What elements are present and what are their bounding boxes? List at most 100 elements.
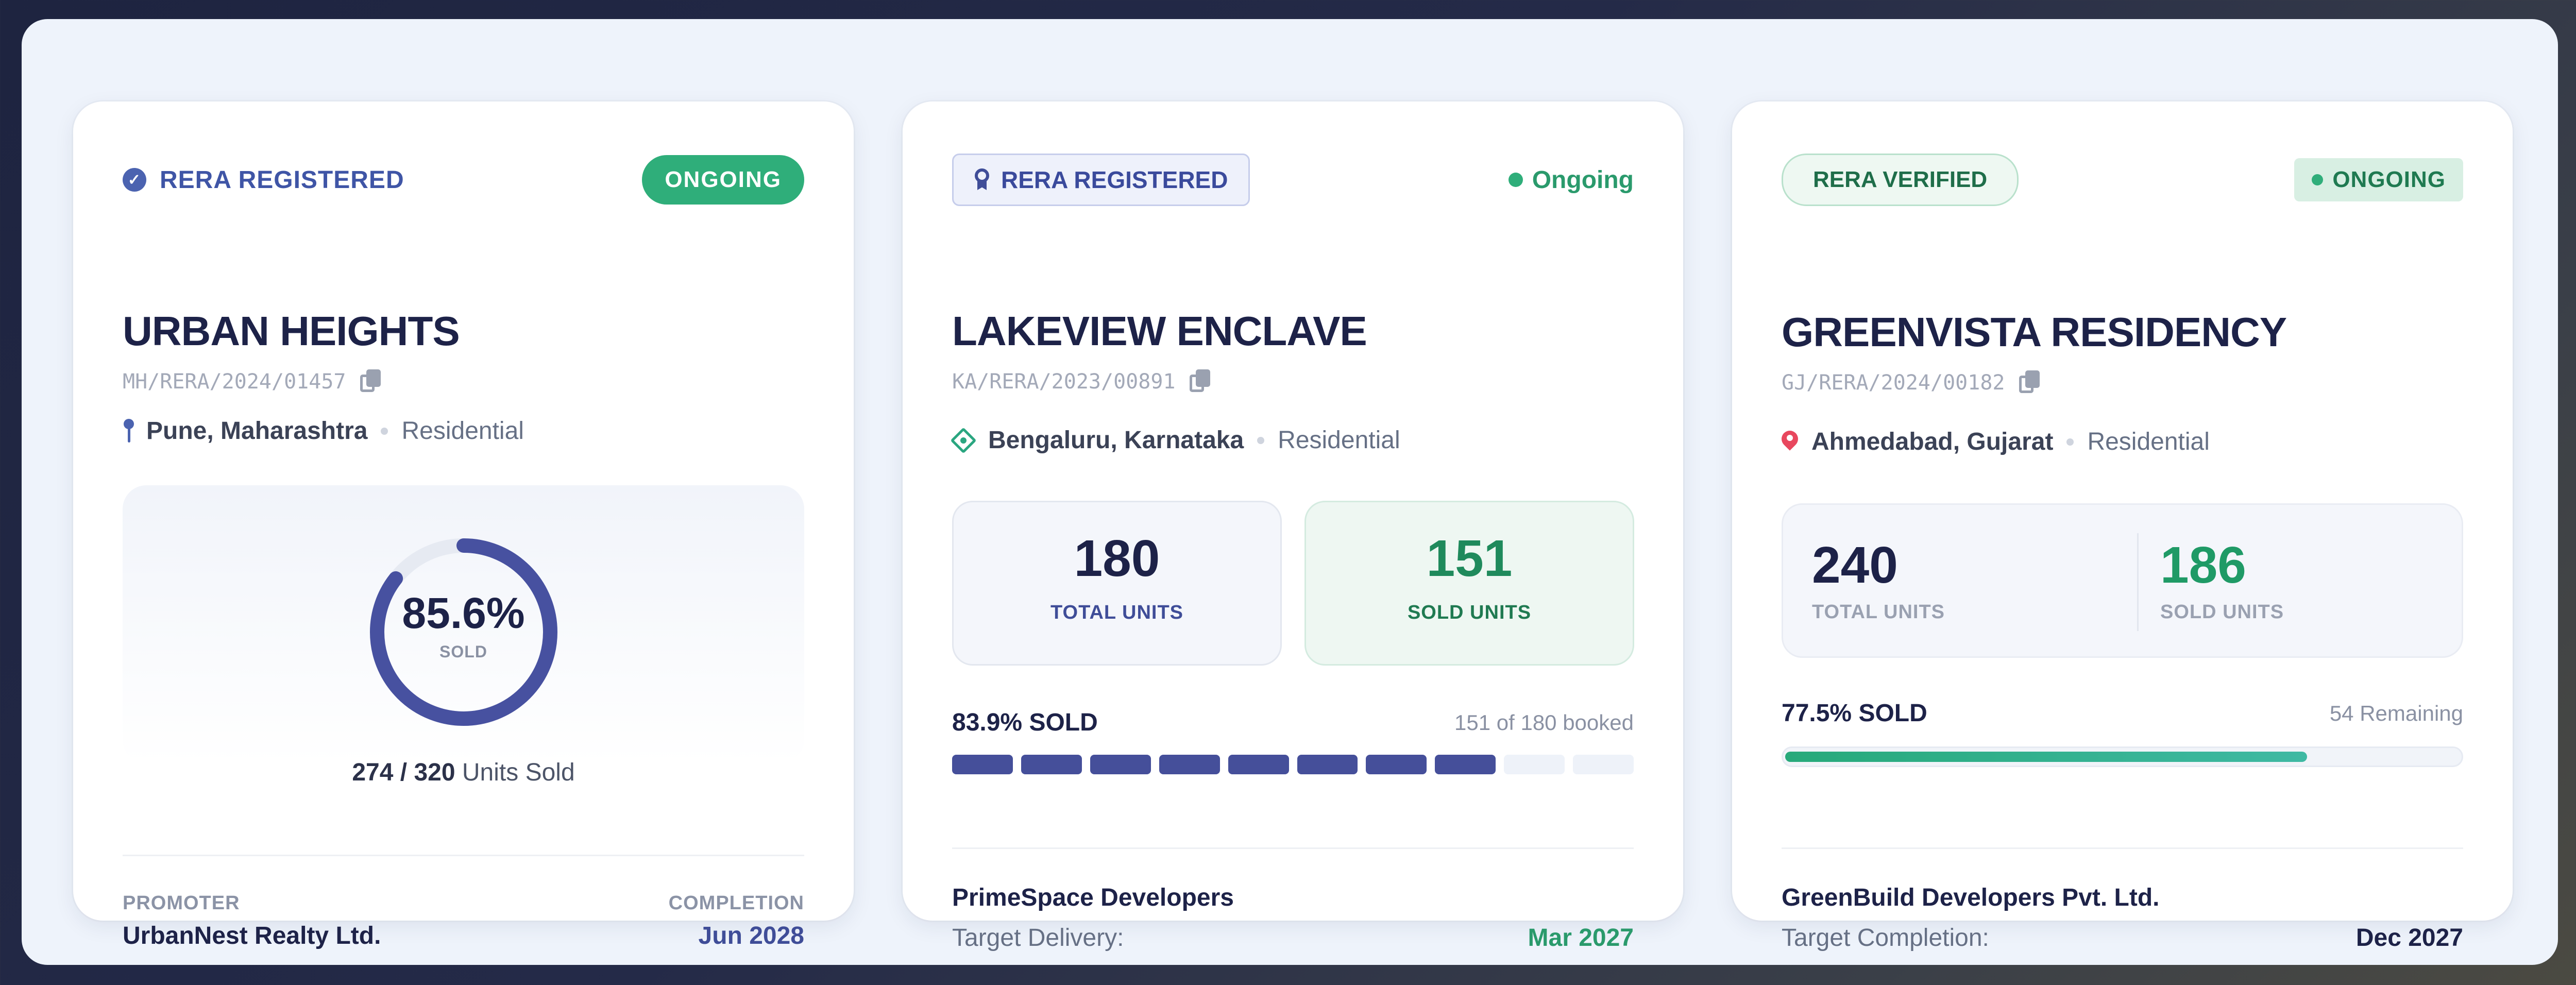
total-units-value: 240 xyxy=(1812,536,1898,594)
status-dot-icon xyxy=(1508,173,1523,187)
rera-code: MH/RERA/2024/01457 xyxy=(123,369,382,394)
progress-segment xyxy=(1228,755,1289,774)
location-city: Ahmedabad, Gujarat xyxy=(1811,428,2054,455)
total-units-label: TOTAL UNITS xyxy=(1812,601,1945,623)
status-badge: Ongoing xyxy=(1508,166,1634,194)
award-icon xyxy=(974,168,990,191)
sold-progress-fill xyxy=(1785,752,2307,762)
progress-segment xyxy=(1090,755,1151,774)
delivery-date: Mar 2027 xyxy=(1528,924,1634,952)
map-pin-icon xyxy=(123,418,134,444)
rera-code: GJ/RERA/2024/00182 xyxy=(1782,370,2041,395)
rera-label: RERA REGISTERED xyxy=(160,166,404,194)
copy-icon[interactable] xyxy=(1190,369,1211,394)
project-title: URBAN HEIGHTS xyxy=(123,308,460,354)
units-stats-box: 240 TOTAL UNITS 186 SOLD UNITS xyxy=(1782,503,2463,658)
rera-label: RERA REGISTERED xyxy=(1001,166,1228,193)
separator-dot xyxy=(2066,438,2074,446)
copy-icon[interactable] xyxy=(2019,370,2041,395)
location-row: Pune, Maharashtra Residential xyxy=(123,417,524,445)
segmented-progress xyxy=(952,755,1634,774)
progress-segment xyxy=(1504,755,1565,774)
separator-dot xyxy=(381,427,388,435)
sold-progress-bar xyxy=(1782,746,2463,767)
total-units-box: 180 TOTAL UNITS xyxy=(952,501,1282,666)
promoter-name: UrbanNest Realty Ltd. xyxy=(123,922,381,949)
location-city: Bengaluru, Karnataka xyxy=(988,427,1244,454)
sold-percent-text: 83.9% SOLD xyxy=(952,709,1098,736)
location-row: Bengaluru, Karnataka Residential xyxy=(952,426,1400,454)
completion-date: Dec 2027 xyxy=(2355,924,2463,952)
card-header: RERA VERIFIED ONGOING xyxy=(1782,149,2463,211)
project-card-greenvista-residency[interactable]: RERA VERIFIED ONGOING GREENVISTA RESIDEN… xyxy=(1732,101,2513,952)
status-badge: ONGOING xyxy=(642,155,804,205)
sold-units-value: 151 xyxy=(1426,530,1513,587)
completion-date: Jun 2028 xyxy=(698,922,804,949)
card-header: RERA REGISTERED Ongoing xyxy=(952,149,1634,211)
divider xyxy=(1782,847,2463,849)
sold-label: SOLD xyxy=(439,642,487,661)
remaining-text: 54 Remaining xyxy=(2329,701,2463,725)
completion-block: COMPLETION Jun 2028 xyxy=(669,892,804,950)
location-city: Pune, Maharashtra xyxy=(146,417,368,445)
sold-percent: 85.6% xyxy=(402,589,525,637)
delivery-label: Target Delivery: xyxy=(952,924,1124,952)
booked-text: 151 of 180 booked xyxy=(1454,710,1634,735)
promoter-block: PROMOTER UrbanNest Realty Ltd. xyxy=(123,892,381,950)
rera-badge: ✓ RERA REGISTERED xyxy=(123,166,404,194)
map-pin-icon xyxy=(1782,431,1798,453)
property-type: Residential xyxy=(2087,428,2210,455)
stat-separator xyxy=(2137,533,2139,631)
rera-badge: RERA VERIFIED xyxy=(1782,154,2019,206)
developer-name: GreenBuild Developers Pvt. Ltd. xyxy=(1782,884,2160,911)
rera-code: KA/RERA/2023/00891 xyxy=(952,369,1211,394)
sold-units-stat: 186 SOLD UNITS xyxy=(2160,536,2284,623)
completion-label: Target Completion: xyxy=(1782,924,1989,952)
progress-segment xyxy=(1435,755,1496,774)
location-target-icon xyxy=(952,429,975,452)
progress-segment xyxy=(1159,755,1220,774)
copy-icon[interactable] xyxy=(360,369,382,394)
property-type: Residential xyxy=(1278,427,1400,454)
progress-segment xyxy=(1573,755,1634,774)
property-type: Residential xyxy=(401,417,524,445)
divider xyxy=(952,847,1634,849)
check-icon: ✓ xyxy=(123,168,146,192)
divider xyxy=(123,855,804,856)
units-sold-text: 274 / 320 Units Sold xyxy=(73,758,854,787)
separator-dot xyxy=(1257,436,1265,444)
status-dot-icon xyxy=(2312,174,2324,185)
completion-label: COMPLETION xyxy=(668,892,804,914)
project-card-lakeview-enclave[interactable]: RERA REGISTERED Ongoing LAKEVIEW ENCLAVE… xyxy=(903,101,1683,952)
sold-units-value: 186 xyxy=(2160,536,2246,594)
developer-name: PrimeSpace Developers xyxy=(952,884,1234,911)
sold-units-box: 151 SOLD UNITS xyxy=(1304,501,1634,666)
project-card-urban-heights[interactable]: ✓ RERA REGISTERED ONGOING URBAN HEIGHTS … xyxy=(73,101,854,949)
progress-segment xyxy=(1021,755,1082,774)
sold-units-label: SOLD UNITS xyxy=(2160,601,2284,623)
total-units-stat: 240 TOTAL UNITS xyxy=(1812,536,1945,623)
status-text: ONGOING xyxy=(2332,167,2446,192)
project-title: LAKEVIEW ENCLAVE xyxy=(952,308,1367,354)
rera-code-text: MH/RERA/2024/01457 xyxy=(123,370,346,394)
sold-gauge xyxy=(369,538,557,726)
units-sold-ratio: 274 / 320 xyxy=(352,759,455,786)
sold-gauge-box: 85.6% SOLD xyxy=(123,485,804,763)
total-units-label: TOTAL UNITS xyxy=(1050,602,1183,623)
status-text: Ongoing xyxy=(1532,166,1634,194)
progress-segment xyxy=(1297,755,1358,774)
total-units-value: 180 xyxy=(1074,530,1160,587)
promoter-label: PROMOTER xyxy=(123,892,240,914)
rera-code-text: KA/RERA/2023/00891 xyxy=(952,370,1176,394)
units-sold-suffix: Units Sold xyxy=(462,759,575,786)
rera-badge: RERA REGISTERED xyxy=(952,154,1250,206)
gauge-progress xyxy=(369,538,557,726)
location-row: Ahmedabad, Gujarat Residential xyxy=(1782,428,2210,456)
projects-panel: ✓ RERA REGISTERED ONGOING URBAN HEIGHTS … xyxy=(22,19,2558,965)
card-header: ✓ RERA REGISTERED ONGOING xyxy=(123,149,804,211)
rera-code-text: GJ/RERA/2024/00182 xyxy=(1782,371,2005,395)
progress-segment xyxy=(952,755,1013,774)
status-badge: ONGOING xyxy=(2294,158,2463,201)
progress-segment xyxy=(1366,755,1427,774)
sold-units-label: SOLD UNITS xyxy=(1407,602,1532,623)
